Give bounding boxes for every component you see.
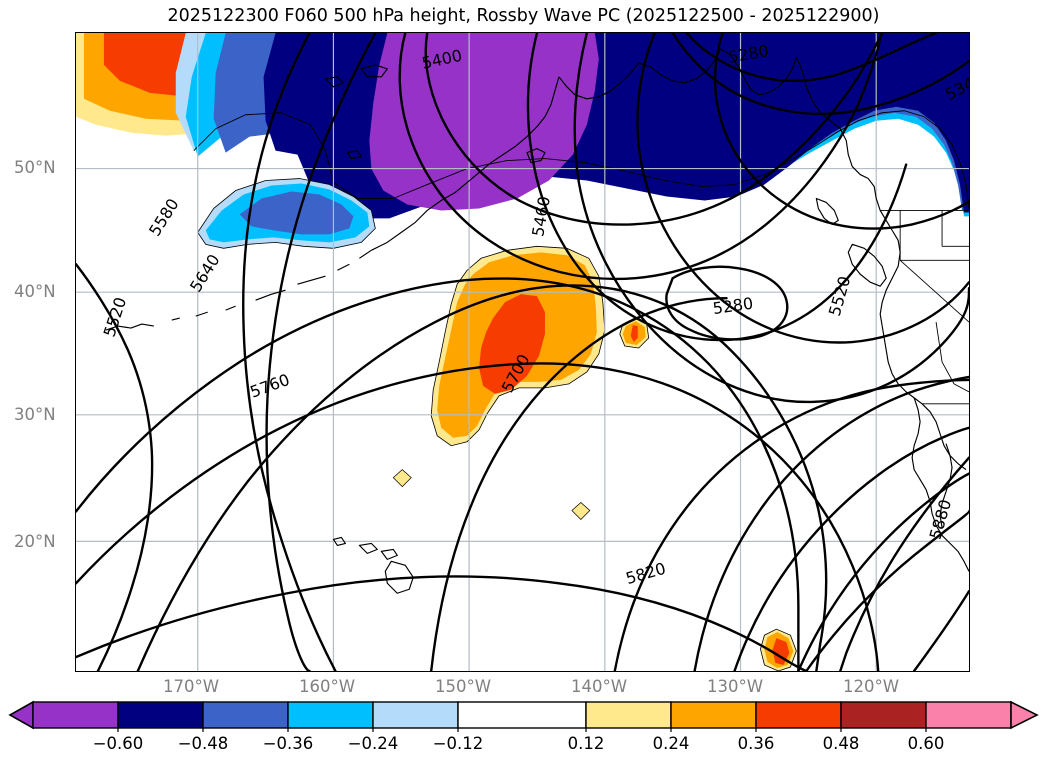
coastline-small-island-a (346, 150, 362, 160)
colorbar-segment-9 (840, 701, 927, 729)
contour-south-east-c (693, 375, 969, 671)
contour-5880 (912, 590, 969, 671)
ytick-label-50n: 50°N (14, 158, 56, 177)
colorbar-tick-label: −0.24 (347, 734, 399, 753)
xtick-label-150w: 150°W (435, 677, 492, 696)
xtick-label-120w: 120°W (843, 677, 900, 696)
contour-5700 (76, 277, 800, 671)
coastline-hawaii (332, 536, 414, 594)
colorbar-tick-label: −0.36 (262, 734, 314, 753)
colorbar-tick-label: −0.48 (177, 734, 229, 753)
shaded-anomaly-layer (76, 33, 969, 671)
border-state-ca-line (899, 259, 969, 323)
colorbar-tick-label: −0.60 (92, 734, 144, 753)
colorbar-segment-5 (457, 701, 587, 729)
coastline-vancouver-island (847, 243, 887, 287)
contour-5400 (424, 33, 884, 226)
shading-blob-positive-red (479, 294, 545, 394)
colorbar-tick-label: −0.12 (432, 734, 484, 753)
xtick-label-140w: 140°W (571, 677, 628, 696)
contour-label: 5460 (528, 195, 554, 238)
colorbar: −0.60 −0.48 −0.36 −0.24 −0.12 0.12 0.24 … (0, 698, 1047, 765)
contour-5580 (242, 33, 337, 671)
coastline-queen-charlotte (815, 197, 839, 225)
colorbar-segment-10 (925, 701, 1012, 729)
ytick-label-20n: 20°N (14, 532, 56, 551)
contour-5280-closed (665, 265, 789, 341)
coastline-gulf-of-alaska-coast (795, 56, 893, 231)
coastline-alaska-peninsula (371, 76, 560, 251)
colorbar-extend-low (8, 700, 34, 730)
contour-5460 (526, 33, 908, 342)
coastline-bristol-bay (558, 62, 640, 100)
colorbar-segment-6 (585, 701, 672, 729)
coastline-us-west (881, 325, 967, 471)
colorbar-tick-label: 0.48 (822, 734, 860, 753)
contour-5700b (430, 296, 728, 671)
colorbar-tick-label: 0.36 (737, 734, 775, 753)
colorbar-segment-1 (117, 701, 204, 729)
contour-label: 5520 (100, 295, 131, 339)
height-contour-layer (76, 33, 969, 671)
xtick-label-130w: 130°W (707, 677, 764, 696)
coastline-alaska-south (638, 48, 722, 84)
contour-label: 5760 (247, 370, 292, 402)
colorbar-segment-3 (287, 701, 374, 729)
contour-5340 (671, 33, 969, 116)
contour-5820 (76, 575, 808, 671)
coastline-se-alaska (720, 48, 797, 96)
coastline-bering-islands (324, 64, 388, 88)
contour-5820b (805, 510, 969, 671)
shading-core-negative-purple (369, 33, 599, 211)
colorbar-segment-2 (202, 701, 289, 729)
contour-inner-ridge-b (713, 33, 969, 230)
shading-spot-positive-small-red (630, 325, 638, 343)
contour-label: 5820 (624, 559, 668, 588)
ytick-label-40n: 40°N (14, 282, 56, 301)
contour-label: 5640 (186, 251, 224, 295)
shading-patch-negative-royalblue-left (239, 191, 354, 235)
shading-contour-edge-negative (193, 110, 969, 209)
contour-south-east-b (733, 426, 969, 671)
coastline-layer (105, 48, 969, 594)
map-canvas: 5280 5340 5580 5640 5520 5460 5280 5520 … (76, 33, 969, 671)
ytick-label-30n: 30°N (14, 405, 56, 424)
contour-label: 5580 (145, 195, 183, 239)
coastline-bc-mainland (879, 230, 901, 327)
colorbar-canvas (8, 700, 1039, 732)
contour-5520-right (573, 33, 969, 404)
contour-5280-north (685, 33, 938, 83)
contour-5640 (265, 33, 377, 671)
colorbar-segment-0 (32, 701, 119, 729)
contour-5760 (76, 362, 880, 671)
map-plot-area: 5280 5340 5580 5640 5520 5460 5280 5520 … (75, 32, 970, 672)
contour-5460-upper (398, 33, 882, 281)
colorbar-segment-7 (670, 701, 757, 729)
page-title: 2025122300 F060 500 hPa height, Rossby W… (167, 6, 880, 26)
border-state-nv-az (935, 322, 969, 393)
colorbar-segment-4 (372, 701, 459, 729)
coastline-california-baja (911, 397, 969, 572)
coastline-aleutians (105, 249, 372, 331)
shading-diamond-positive-a (392, 469, 412, 488)
contour-5880b (839, 456, 969, 671)
contour-south-east-a (797, 472, 969, 671)
xtick-label-170w: 170°W (163, 677, 220, 696)
shading-band-negative-navy (263, 33, 969, 219)
colorbar-ticks (117, 728, 927, 732)
contour-5520-left (76, 263, 154, 671)
contour-5640-lower (136, 284, 828, 671)
colorbar-extend-high (1010, 700, 1039, 730)
contour-mid-right-a (613, 378, 969, 671)
contour-inner-ridge-a (636, 33, 969, 344)
coastline-kodiak (526, 148, 546, 164)
contour-label: 5520 (825, 274, 854, 318)
xtick-label-160w: 160°W (299, 677, 356, 696)
colorbar-tick-label: 0.60 (907, 734, 945, 753)
colorbar-tick-label: 0.12 (567, 734, 605, 753)
colorbar-segment-8 (755, 701, 842, 729)
colorbar-tick-label: 0.24 (652, 734, 690, 753)
shading-diamond-positive-b (571, 502, 591, 520)
